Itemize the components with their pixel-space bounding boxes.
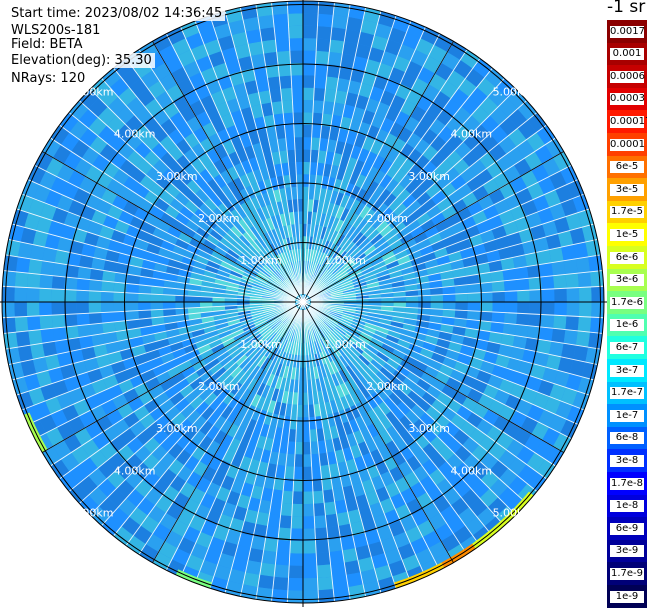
colorbar-tick-label: 3e-7 <box>610 364 644 377</box>
colorbar-tick-label: 1.7e-7 <box>610 387 644 400</box>
colorbar-swatch: 1.7e-7 <box>607 381 647 405</box>
range-ring-label: 4.00km <box>451 464 493 477</box>
colorbar-tick-label: 3e-5 <box>610 183 644 196</box>
colorbar-swatch: 0.0017 <box>607 20 647 44</box>
range-ring-label: 3.00km <box>408 422 450 435</box>
range-ring-label: 2.00km <box>366 212 408 225</box>
instrument-label: WLS200s-181 <box>8 23 104 38</box>
colorbar-tick-label: 0.0017 <box>610 25 645 38</box>
colorbar-swatch: 0.001 <box>607 42 647 66</box>
colorbar-swatch: 1e-7 <box>607 404 647 428</box>
range-ring-label: 3.00km <box>408 170 450 183</box>
range-ring-label: 3.00km <box>156 170 198 183</box>
colorbar-swatch: 3e-9 <box>607 539 647 563</box>
colorbar-swatch: 6e-8 <box>607 426 647 450</box>
range-ring-label: 3.00km <box>156 422 198 435</box>
colorbar-swatch: 1.7e-8 <box>607 472 647 496</box>
colorbar-tick-label: 6e-9 <box>610 522 644 535</box>
colorbar-tick-label: 1e-5 <box>610 228 644 241</box>
colorbar-swatch: 1.7e-5 <box>607 200 647 224</box>
colorbar-swatch: 0.0006 <box>607 65 647 89</box>
ppi-scan-plot[interactable]: 1.00km 1.00km 1.00km 1.00km 2.00km 2.00km 2.00… <box>0 0 607 607</box>
colorbar-swatch: 6e-7 <box>607 336 647 360</box>
colorbar-tick-label: 3e-6 <box>610 274 644 287</box>
colorbar-tick-label: 0.0001 <box>610 138 645 151</box>
range-ring-label: 2.00km <box>198 212 240 225</box>
colorbar-tick-label: 3e-9 <box>610 545 644 558</box>
range-ring-label: 5.00km <box>493 86 535 99</box>
colorbar-tick-label: 0.00017 <box>610 115 647 128</box>
colorbar-tick-label: 1e-7 <box>610 409 644 422</box>
colorbar-tick-label: 6e-8 <box>610 432 644 445</box>
colorbar-swatch: 3e-6 <box>607 268 647 292</box>
colorbar-swatch: 1e-5 <box>607 223 647 247</box>
colorbar-swatch: 0.0001 <box>607 133 647 157</box>
colorbar-tick-label: 6e-7 <box>610 341 644 354</box>
elevation-label: Elevation(deg): 35.30 <box>8 53 155 68</box>
colorbar-tick-label: 6e-5 <box>610 161 644 174</box>
colorbar-tick-label: 0.001 <box>610 48 644 61</box>
range-ring-label: 4.00km <box>451 128 493 141</box>
nrays-label: NRays: 120 <box>8 71 89 86</box>
colorbar-swatch: 0.0003 <box>607 87 647 111</box>
colorbar-tick-label: 1e-8 <box>610 500 644 513</box>
start-time-label: Start time: 2023/08/02 14:36:45 <box>8 6 226 21</box>
range-ring-label: 4.00km <box>114 464 156 477</box>
colorbar-tick-label: 6e-6 <box>610 251 644 264</box>
colorbar-tick-label: 3e-8 <box>610 454 644 467</box>
range-ring-label: 1.00km <box>324 254 366 267</box>
colorbar-swatch: 1.7e-6 <box>607 291 647 315</box>
colorbar-swatch: 0.00017 <box>607 110 647 134</box>
colorbar-swatch: 6e-6 <box>607 246 647 270</box>
colorbar-swatch: 1e-6 <box>607 313 647 337</box>
colorbar-units-label: -1 sr <box>607 0 646 17</box>
range-ring-label: 1.00km <box>240 338 282 351</box>
range-ring-label: 2.00km <box>366 380 408 393</box>
colorbar-tick-label: 1e-6 <box>610 319 644 332</box>
colorbar-tick-label: 0.0003 <box>610 93 645 106</box>
range-ring-label: 5.00km <box>72 86 114 99</box>
colorbar-swatch: 3e-8 <box>607 449 647 473</box>
field-label: Field: BETA <box>8 37 86 52</box>
range-labels: 1.00km 1.00km 1.00km 1.00km 2.00km 2.00km 2.00… <box>72 86 534 520</box>
colorbar-tick-label: 1.7e-9 <box>610 567 644 580</box>
colorbar-swatch: 1e-9 <box>607 585 647 608</box>
range-ring-label: 4.00km <box>114 128 156 141</box>
colorbar-swatch: 3e-5 <box>607 178 647 202</box>
range-ring-label: 5.00km <box>493 506 535 519</box>
colorbar-tick-label: 1e-9 <box>610 590 644 603</box>
colorbar-swatch: 1e-8 <box>607 494 647 518</box>
colorbar-tick-label: 1.7e-6 <box>610 296 644 309</box>
range-ring-label: 5.00km <box>72 506 114 519</box>
range-ring-label: 2.00km <box>198 380 240 393</box>
colorbar-swatch: 6e-5 <box>607 155 647 179</box>
colorbar-swatch: 1.7e-9 <box>607 562 647 586</box>
colorbar-swatch: 3e-7 <box>607 359 647 383</box>
colorbar-tick-label: 1.7e-5 <box>610 206 644 219</box>
colorbar-swatch: 6e-9 <box>607 517 647 541</box>
radar-center-marker <box>296 295 310 309</box>
range-ring-label: 1.00km <box>324 338 366 351</box>
colorbar-tick-label: 0.0006 <box>610 70 645 83</box>
colorbar-tick-label: 1.7e-8 <box>610 477 644 490</box>
range-ring-label: 1.00km <box>240 254 282 267</box>
